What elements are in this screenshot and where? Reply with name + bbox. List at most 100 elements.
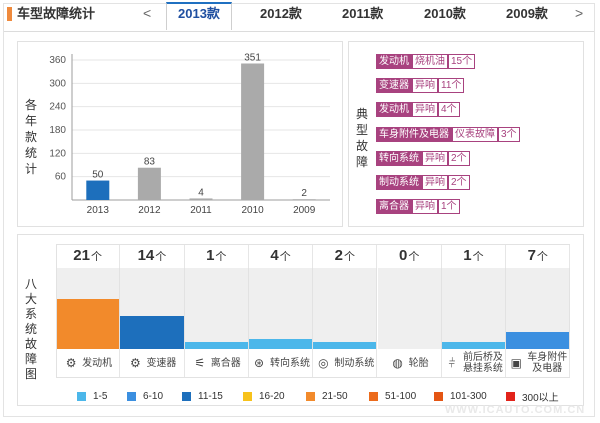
system-label[interactable]: ⊛ 转向系统 xyxy=(249,349,314,377)
systems-label-char: 大 xyxy=(24,292,37,306)
system-bar-area xyxy=(248,268,314,349)
page-title: 车型故障统计 xyxy=(17,6,96,21)
system-count-unit: 个 xyxy=(215,251,227,263)
fault-system-tag[interactable]: 变速器 xyxy=(376,78,412,94)
legend-item: 11-15 xyxy=(182,390,223,402)
legend-label: 51-100 xyxy=(385,390,417,402)
fault-system-tag[interactable]: 发动机 xyxy=(376,54,412,69)
system-name: 离合器 xyxy=(210,357,241,369)
legend-item: 6-10 xyxy=(127,390,163,402)
fault-issue-tag[interactable]: 异响 xyxy=(422,175,448,190)
fault-count-tag: 3个 xyxy=(498,126,520,142)
fault-issue-tag[interactable]: 异响 xyxy=(412,102,438,118)
legend-swatch xyxy=(182,391,191,401)
system-name: 制动系统 xyxy=(334,357,375,369)
fault-system-tag[interactable]: 发动机 xyxy=(376,102,412,118)
system-count-unit: 个 xyxy=(279,251,291,263)
legend-label: 16-20 xyxy=(259,390,285,402)
system-bar-area xyxy=(377,268,442,349)
system-bar[interactable] xyxy=(441,342,506,349)
gear-shift-icon: ⚙ xyxy=(130,356,141,370)
system-count-number: 0 xyxy=(398,247,408,264)
system-name: 前后桥及 悬挂系统 xyxy=(462,352,503,374)
system-count-unit: 个 xyxy=(155,251,167,263)
fault-row: 制动系统 异响 2个 xyxy=(376,175,470,190)
legend-label: 11-15 xyxy=(198,390,223,402)
system-count: 21个 xyxy=(56,244,121,268)
yearly-label-char: 款 xyxy=(24,130,37,144)
legend-item: 21-50 xyxy=(306,390,348,402)
system-bar-area xyxy=(120,268,185,349)
system-label[interactable]: ⫩ 前后桥及 悬挂系统 xyxy=(442,349,507,377)
system-count-number: 1 xyxy=(463,247,472,264)
typical-label-char: 型 xyxy=(355,123,368,137)
active-tab-highlight xyxy=(166,2,232,30)
system-name: 轮胎 xyxy=(408,357,429,369)
tab-2010[interactable]: 2010款 xyxy=(424,6,466,21)
fault-count-tag: 2个 xyxy=(448,150,470,166)
yearly-stats-panel xyxy=(17,41,343,227)
legend-swatch xyxy=(243,391,252,401)
legend-swatch xyxy=(306,391,315,401)
system-count-unit: 个 xyxy=(472,251,484,263)
fault-system-tag[interactable]: 转向系统 xyxy=(376,150,422,166)
legend-swatch xyxy=(369,391,378,401)
system-bar-area xyxy=(184,268,249,349)
fault-issue-tag[interactable]: 异响 xyxy=(412,199,438,215)
tab-2009[interactable]: 2009款 xyxy=(506,6,548,21)
fault-count-tag: 1个 xyxy=(438,199,460,215)
systems-bottom-border xyxy=(56,377,570,378)
systems-label-char: 故 xyxy=(24,337,37,351)
next-arrow-button[interactable]: > xyxy=(575,5,584,21)
fault-issue-tag[interactable]: 异响 xyxy=(422,150,448,166)
fault-system-tag[interactable]: 制动系统 xyxy=(376,175,422,190)
system-count: 4个 xyxy=(249,244,314,268)
legend-item: 16-20 xyxy=(243,390,285,402)
system-bar[interactable] xyxy=(120,315,184,349)
system-bar[interactable] xyxy=(184,342,248,349)
yearly-label-char: 各 xyxy=(24,98,37,112)
system-bar-area xyxy=(506,268,571,349)
system-bar-area xyxy=(441,268,507,349)
system-bar[interactable] xyxy=(248,339,313,349)
systems-top-border xyxy=(56,244,570,245)
fault-system-tag[interactable]: 离合器 xyxy=(376,199,412,215)
suspension-icon: ⫩ xyxy=(448,356,456,370)
legend-swatch xyxy=(127,391,136,401)
system-label[interactable]: ◍ 轮胎 xyxy=(378,349,442,377)
system-label[interactable]: ⚙ 发动机 xyxy=(56,349,121,377)
system-count-number: 14 xyxy=(137,247,155,264)
fault-issue-tag[interactable]: 烧机油 xyxy=(412,54,448,69)
clutch-pedal-icon: ⚟ xyxy=(194,356,206,370)
prev-arrow-button[interactable]: < xyxy=(143,5,152,21)
system-bar-area xyxy=(56,268,121,349)
system-label[interactable]: ⚟ 离合器 xyxy=(185,349,249,377)
tab-2011[interactable]: 2011款 xyxy=(342,6,384,21)
system-count: 2个 xyxy=(313,244,378,268)
system-bar[interactable] xyxy=(313,342,377,349)
system-bar[interactable] xyxy=(506,332,570,349)
fault-issue-tag[interactable]: 异响 xyxy=(412,78,438,94)
systems-label-char: 障 xyxy=(24,352,37,366)
system-label[interactable]: ▣ 车身附件 及电器 xyxy=(506,349,571,377)
tab-2013[interactable]: 2013款 xyxy=(178,6,220,21)
system-label[interactable]: ◎ 制动系统 xyxy=(313,349,378,377)
system-count-number: 4 xyxy=(270,247,279,264)
fault-system-tag[interactable]: 车身附件及电器 xyxy=(376,126,452,142)
tire-icon: ◍ xyxy=(392,356,403,370)
system-name: 变速器 xyxy=(146,357,177,369)
system-bar[interactable] xyxy=(56,299,120,349)
tab-2012[interactable]: 2012款 xyxy=(260,6,302,21)
systems-label-char: 统 xyxy=(24,322,37,336)
legend-label: 101-300 xyxy=(450,390,487,402)
brake-disc-icon: ◎ xyxy=(318,356,329,370)
system-name: 转向系统 xyxy=(270,357,311,369)
system-label[interactable]: ⚙ 变速器 xyxy=(120,349,185,377)
fault-count-tag: 15个 xyxy=(448,54,476,69)
yearly-label-char: 统 xyxy=(24,146,37,160)
system-count-unit: 个 xyxy=(90,251,102,263)
system-count-number: 1 xyxy=(206,247,215,264)
system-name: 车身附件 及电器 xyxy=(527,352,568,374)
legend-item: 300以上 xyxy=(506,390,559,404)
fault-issue-tag[interactable]: 仪表故障 xyxy=(452,126,498,142)
